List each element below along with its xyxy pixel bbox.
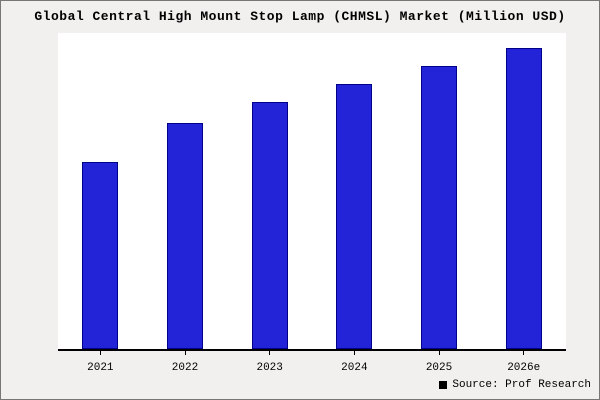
x-tick [184,351,186,355]
x-label-2024: 2024 [341,362,368,374]
x-tick [99,351,101,355]
x-axis-labels: 2021 2022 2023 2024 2025 2026e [58,351,566,375]
x-label-slot: 2025 [397,351,482,375]
chart-title: Global Central High Mount Stop Lamp (CHM… [34,9,566,24]
bar-2025 [421,66,458,349]
bar-2024 [336,84,373,349]
source-note: Source: Prof Research [439,379,591,391]
x-tick [523,351,525,355]
x-label-slot: 2022 [143,351,228,375]
source-marker-icon [439,381,448,389]
x-label-slot: 2021 [58,351,143,375]
bar-slot [397,33,482,349]
bar-slot [227,33,312,349]
source-text: Source: Prof Research [452,379,591,391]
x-label-2022: 2022 [171,362,199,374]
x-label-slot: 2026e [481,351,566,375]
bar-slot [481,33,566,349]
x-label-slot: 2023 [227,351,312,375]
x-label-slot: 2024 [312,351,397,375]
bar-2022 [167,123,203,349]
bar-2023 [251,102,288,349]
x-tick [353,351,355,355]
bar-2021 [82,162,119,349]
x-label-2023: 2023 [256,362,283,374]
bar-slot [58,33,143,349]
x-label-2025: 2025 [425,362,453,374]
x-label-2021: 2021 [87,362,114,374]
bars-container [58,33,566,349]
x-label-2026e: 2026e [507,362,541,374]
x-tick [438,351,440,355]
bar-slot [143,33,228,349]
bar-2026e [505,48,542,349]
x-tick [269,351,271,355]
plot-area [58,33,566,351]
bar-slot [312,33,397,349]
